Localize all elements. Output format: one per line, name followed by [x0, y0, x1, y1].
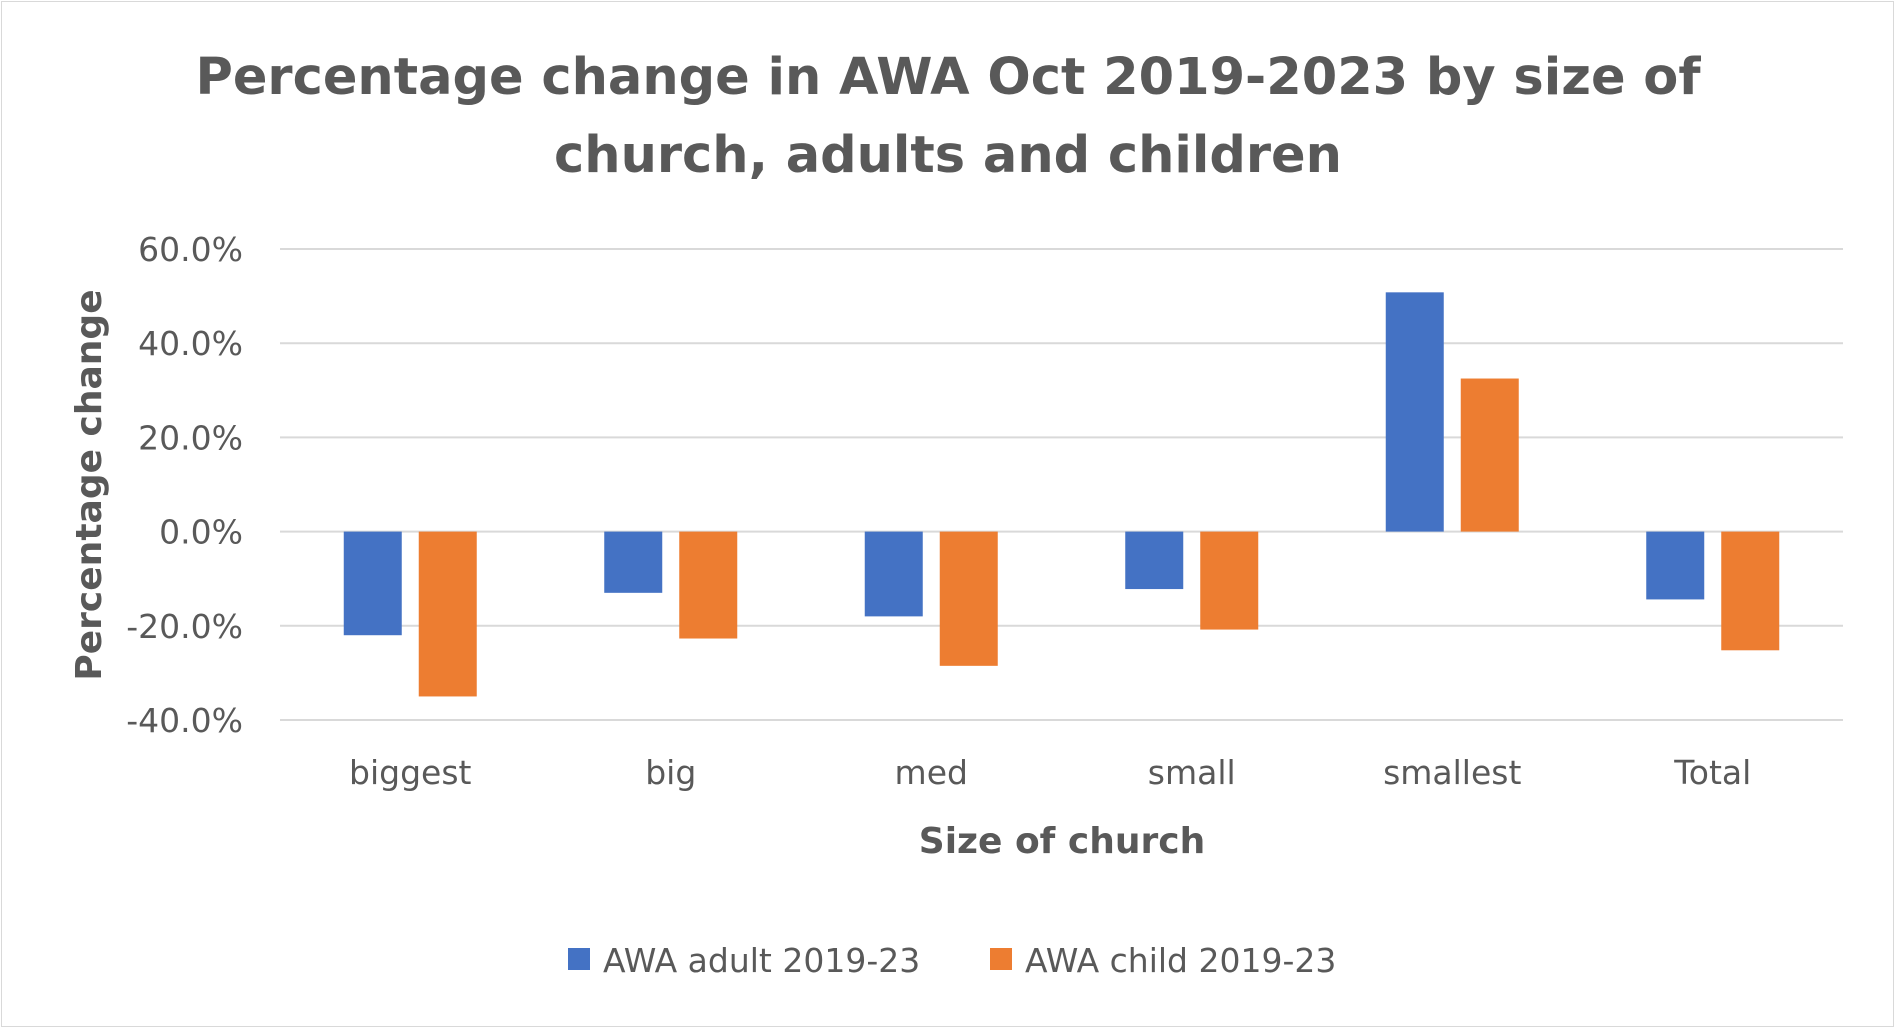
bar-child-small	[1200, 531, 1259, 630]
bar-adult-med	[864, 531, 923, 617]
bar-adult-biggest	[343, 531, 402, 636]
legend-label-child: AWA child 2019-23	[1025, 941, 1336, 980]
bar-child-total	[1721, 531, 1780, 651]
y-axis-title: Percentage change	[69, 289, 110, 680]
x-tick-label: biggest	[349, 753, 472, 792]
y-tick-label: -20.0%	[126, 607, 243, 646]
bar-child-biggest	[418, 531, 477, 697]
bar-adult-smallest	[1385, 292, 1444, 532]
x-tick-label: big	[645, 753, 696, 792]
chart-title-line-1: Percentage change in AWA Oct 2019-2023 b…	[195, 48, 1701, 107]
legend: AWA adult 2019-23 AWA child 2019-23	[568, 941, 1336, 980]
x-axis-title: Size of church	[919, 821, 1205, 862]
x-tick-label: Total	[1673, 753, 1751, 792]
bar-child-med	[939, 531, 998, 666]
x-tick-label: smallest	[1383, 753, 1521, 792]
y-tick-label: 40.0%	[138, 324, 243, 363]
chart-title: Percentage change in AWA Oct 2019-2023 b…	[195, 48, 1701, 185]
bar-child-big	[679, 531, 738, 639]
bars	[343, 292, 1780, 697]
legend-swatch-child	[990, 948, 1012, 970]
bar-child-smallest	[1460, 378, 1519, 532]
x-tick-label: small	[1148, 753, 1236, 792]
bar-adult-total	[1646, 531, 1705, 600]
chart-title-line-2: church, adults and children	[554, 126, 1342, 185]
y-tick-label: 20.0%	[138, 418, 243, 457]
y-axis-tick-labels: 60.0% 40.0% 20.0% 0.0% -20.0% -40.0%	[126, 230, 243, 740]
y-tick-label: 0.0%	[159, 513, 243, 552]
gridlines	[280, 248, 1843, 721]
bar-adult-small	[1125, 531, 1184, 590]
legend-label-adult: AWA adult 2019-23	[603, 941, 920, 980]
y-tick-label: -40.0%	[126, 701, 243, 740]
x-tick-label: med	[895, 753, 968, 792]
x-axis-tick-labels: biggest big med small smallest Total	[349, 753, 1751, 792]
bar-adult-big	[604, 531, 663, 593]
legend-swatch-adult	[568, 948, 590, 970]
y-tick-label: 60.0%	[138, 230, 243, 269]
